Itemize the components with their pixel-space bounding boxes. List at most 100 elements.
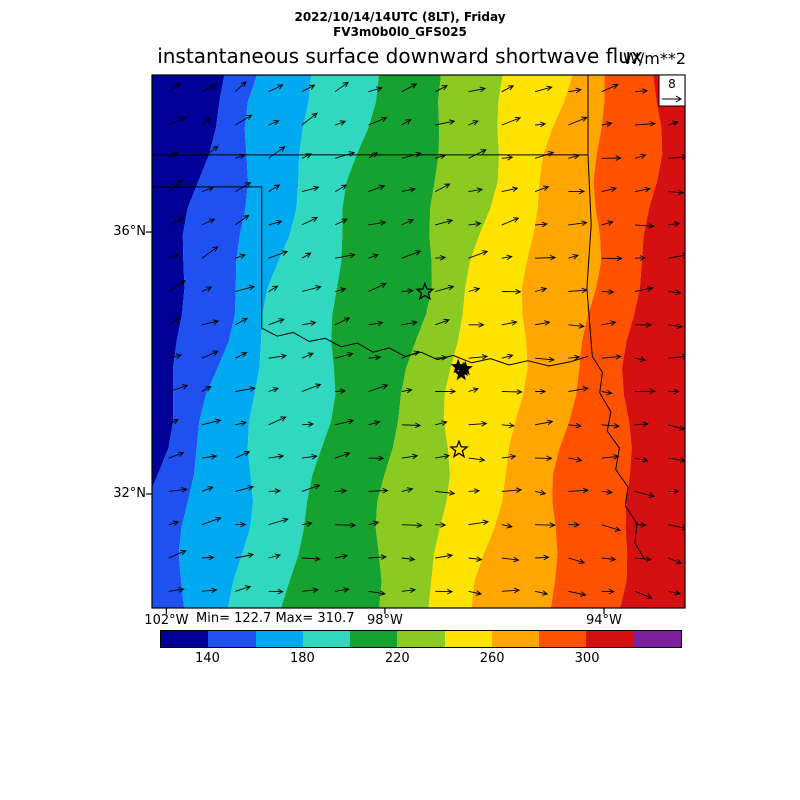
wind-arrow-icon — [268, 84, 284, 93]
wind-vector-layer — [168, 81, 685, 599]
wind-arrow-icon — [568, 220, 588, 226]
wind-arrow-icon — [201, 218, 216, 226]
flux-band — [375, 75, 503, 608]
wind-arrow-icon — [401, 288, 414, 294]
map-frame — [151, 74, 686, 609]
wind-arrow-icon — [401, 522, 423, 529]
wind-arrow-icon — [434, 183, 451, 192]
wind-arrow-icon — [335, 317, 351, 326]
wind-arrow-icon — [668, 589, 682, 596]
wind-arrow-icon — [568, 87, 582, 94]
wind-arrow-icon — [568, 253, 579, 260]
wind-arrow-icon — [435, 588, 454, 595]
wind-arrow-icon — [235, 317, 249, 326]
wind-arrow-icon — [568, 456, 583, 463]
wind-arrow-icon — [301, 352, 314, 359]
red-river-border — [261, 327, 589, 367]
wind-arrow-icon — [534, 85, 553, 93]
wind-arrow-icon — [435, 318, 450, 326]
wind-arrow-icon — [168, 217, 185, 226]
wind-arrow-icon — [168, 82, 182, 93]
wind-arrow-icon — [634, 322, 653, 328]
wind-arrow-icon — [434, 85, 449, 93]
wind-arrow-icon — [668, 289, 682, 296]
wind-arrow-icon — [401, 250, 422, 259]
flux-band — [620, 75, 685, 608]
wind-arrow-icon — [568, 557, 586, 565]
wind-arrow-icon — [668, 120, 679, 126]
wind-arrow-icon — [535, 254, 557, 261]
wind-arrow-icon — [501, 487, 523, 493]
wind-arrow-icon — [201, 516, 222, 526]
colorbar-segment — [397, 631, 445, 647]
wind-arrow-icon — [368, 554, 388, 560]
wind-arrow-icon — [435, 553, 454, 559]
wind-arrow-icon — [168, 353, 183, 359]
wind-arrow-icon — [234, 81, 247, 93]
wind-arrow-icon — [235, 386, 256, 392]
wind-arrow-icon — [201, 587, 218, 594]
wind-arrow-icon — [535, 121, 547, 128]
wind-arrow-icon — [235, 521, 247, 528]
wind-arrow-icon — [335, 522, 357, 529]
wind-arrow-icon — [601, 289, 615, 295]
wind-arrow-icon — [535, 489, 547, 496]
wind-arrow-icon — [601, 454, 620, 460]
wind-arrow-icon — [368, 354, 382, 361]
wind-reference-arrow-icon — [662, 95, 682, 103]
wind-arrow-icon — [168, 418, 179, 426]
wind-arrow-icon — [301, 320, 317, 326]
colorbar-segment — [491, 631, 540, 647]
wind-arrow-icon — [568, 116, 588, 126]
wind-arrow-icon — [268, 250, 289, 259]
wind-arrow-icon — [268, 146, 286, 159]
wind-arrow-icon — [435, 522, 447, 528]
wind-arrow-icon — [168, 253, 180, 259]
wind-arrow-icon — [335, 488, 348, 494]
wind-arrow-icon — [535, 455, 553, 462]
colorbar-segment — [350, 631, 398, 647]
wind-arrow-icon — [268, 517, 289, 526]
wind-arrow-icon — [401, 151, 422, 159]
wind-arrow-icon — [201, 145, 219, 159]
wind-arrow-icon — [268, 285, 279, 292]
location-star-icon — [415, 281, 435, 301]
wind-arrow-icon — [368, 184, 386, 193]
wind-arrow-icon — [468, 354, 489, 360]
colorbar-segment — [255, 631, 303, 647]
wind-arrow-icon — [601, 489, 614, 495]
wind-arrow-icon — [301, 421, 315, 428]
wind-arrow-icon — [634, 186, 651, 193]
flux-band — [471, 75, 605, 608]
wind-arrow-icon — [368, 590, 386, 596]
wind-arrow-icon — [334, 184, 348, 192]
wind-arrow-icon — [401, 83, 418, 93]
wind-arrow-icon — [368, 383, 389, 392]
wind-arrow-icon — [201, 418, 222, 426]
wind-arrow-icon — [335, 418, 355, 426]
texas-arkansas-louisiana-border — [591, 356, 645, 560]
colorbar-tick-label: 300 — [574, 651, 600, 666]
wind-arrow-icon — [201, 350, 219, 359]
colorbar-segment — [444, 631, 492, 647]
wind-reference-value: 8 — [668, 77, 676, 91]
wind-arrow-icon — [335, 287, 347, 293]
wind-arrow-icon — [501, 254, 513, 261]
wind-arrow-icon — [501, 523, 513, 529]
flux-band-layer — [152, 75, 685, 608]
wind-arrow-icon — [401, 387, 413, 394]
wind-arrow-icon — [601, 524, 622, 532]
wind-arrow-icon — [368, 455, 385, 462]
wind-arrow-icon — [668, 388, 680, 395]
flux-band — [550, 75, 663, 608]
wind-arrow-icon — [301, 252, 312, 259]
wind-arrow-icon — [668, 524, 685, 531]
wind-arrow-icon — [335, 388, 347, 394]
wind-arrow-icon — [368, 282, 387, 292]
colorbar-segment — [208, 631, 256, 647]
wind-arrow-icon — [335, 120, 347, 126]
wind-arrow-icon — [668, 488, 680, 495]
flux-band — [428, 75, 573, 608]
wind-arrow-icon — [268, 387, 280, 393]
